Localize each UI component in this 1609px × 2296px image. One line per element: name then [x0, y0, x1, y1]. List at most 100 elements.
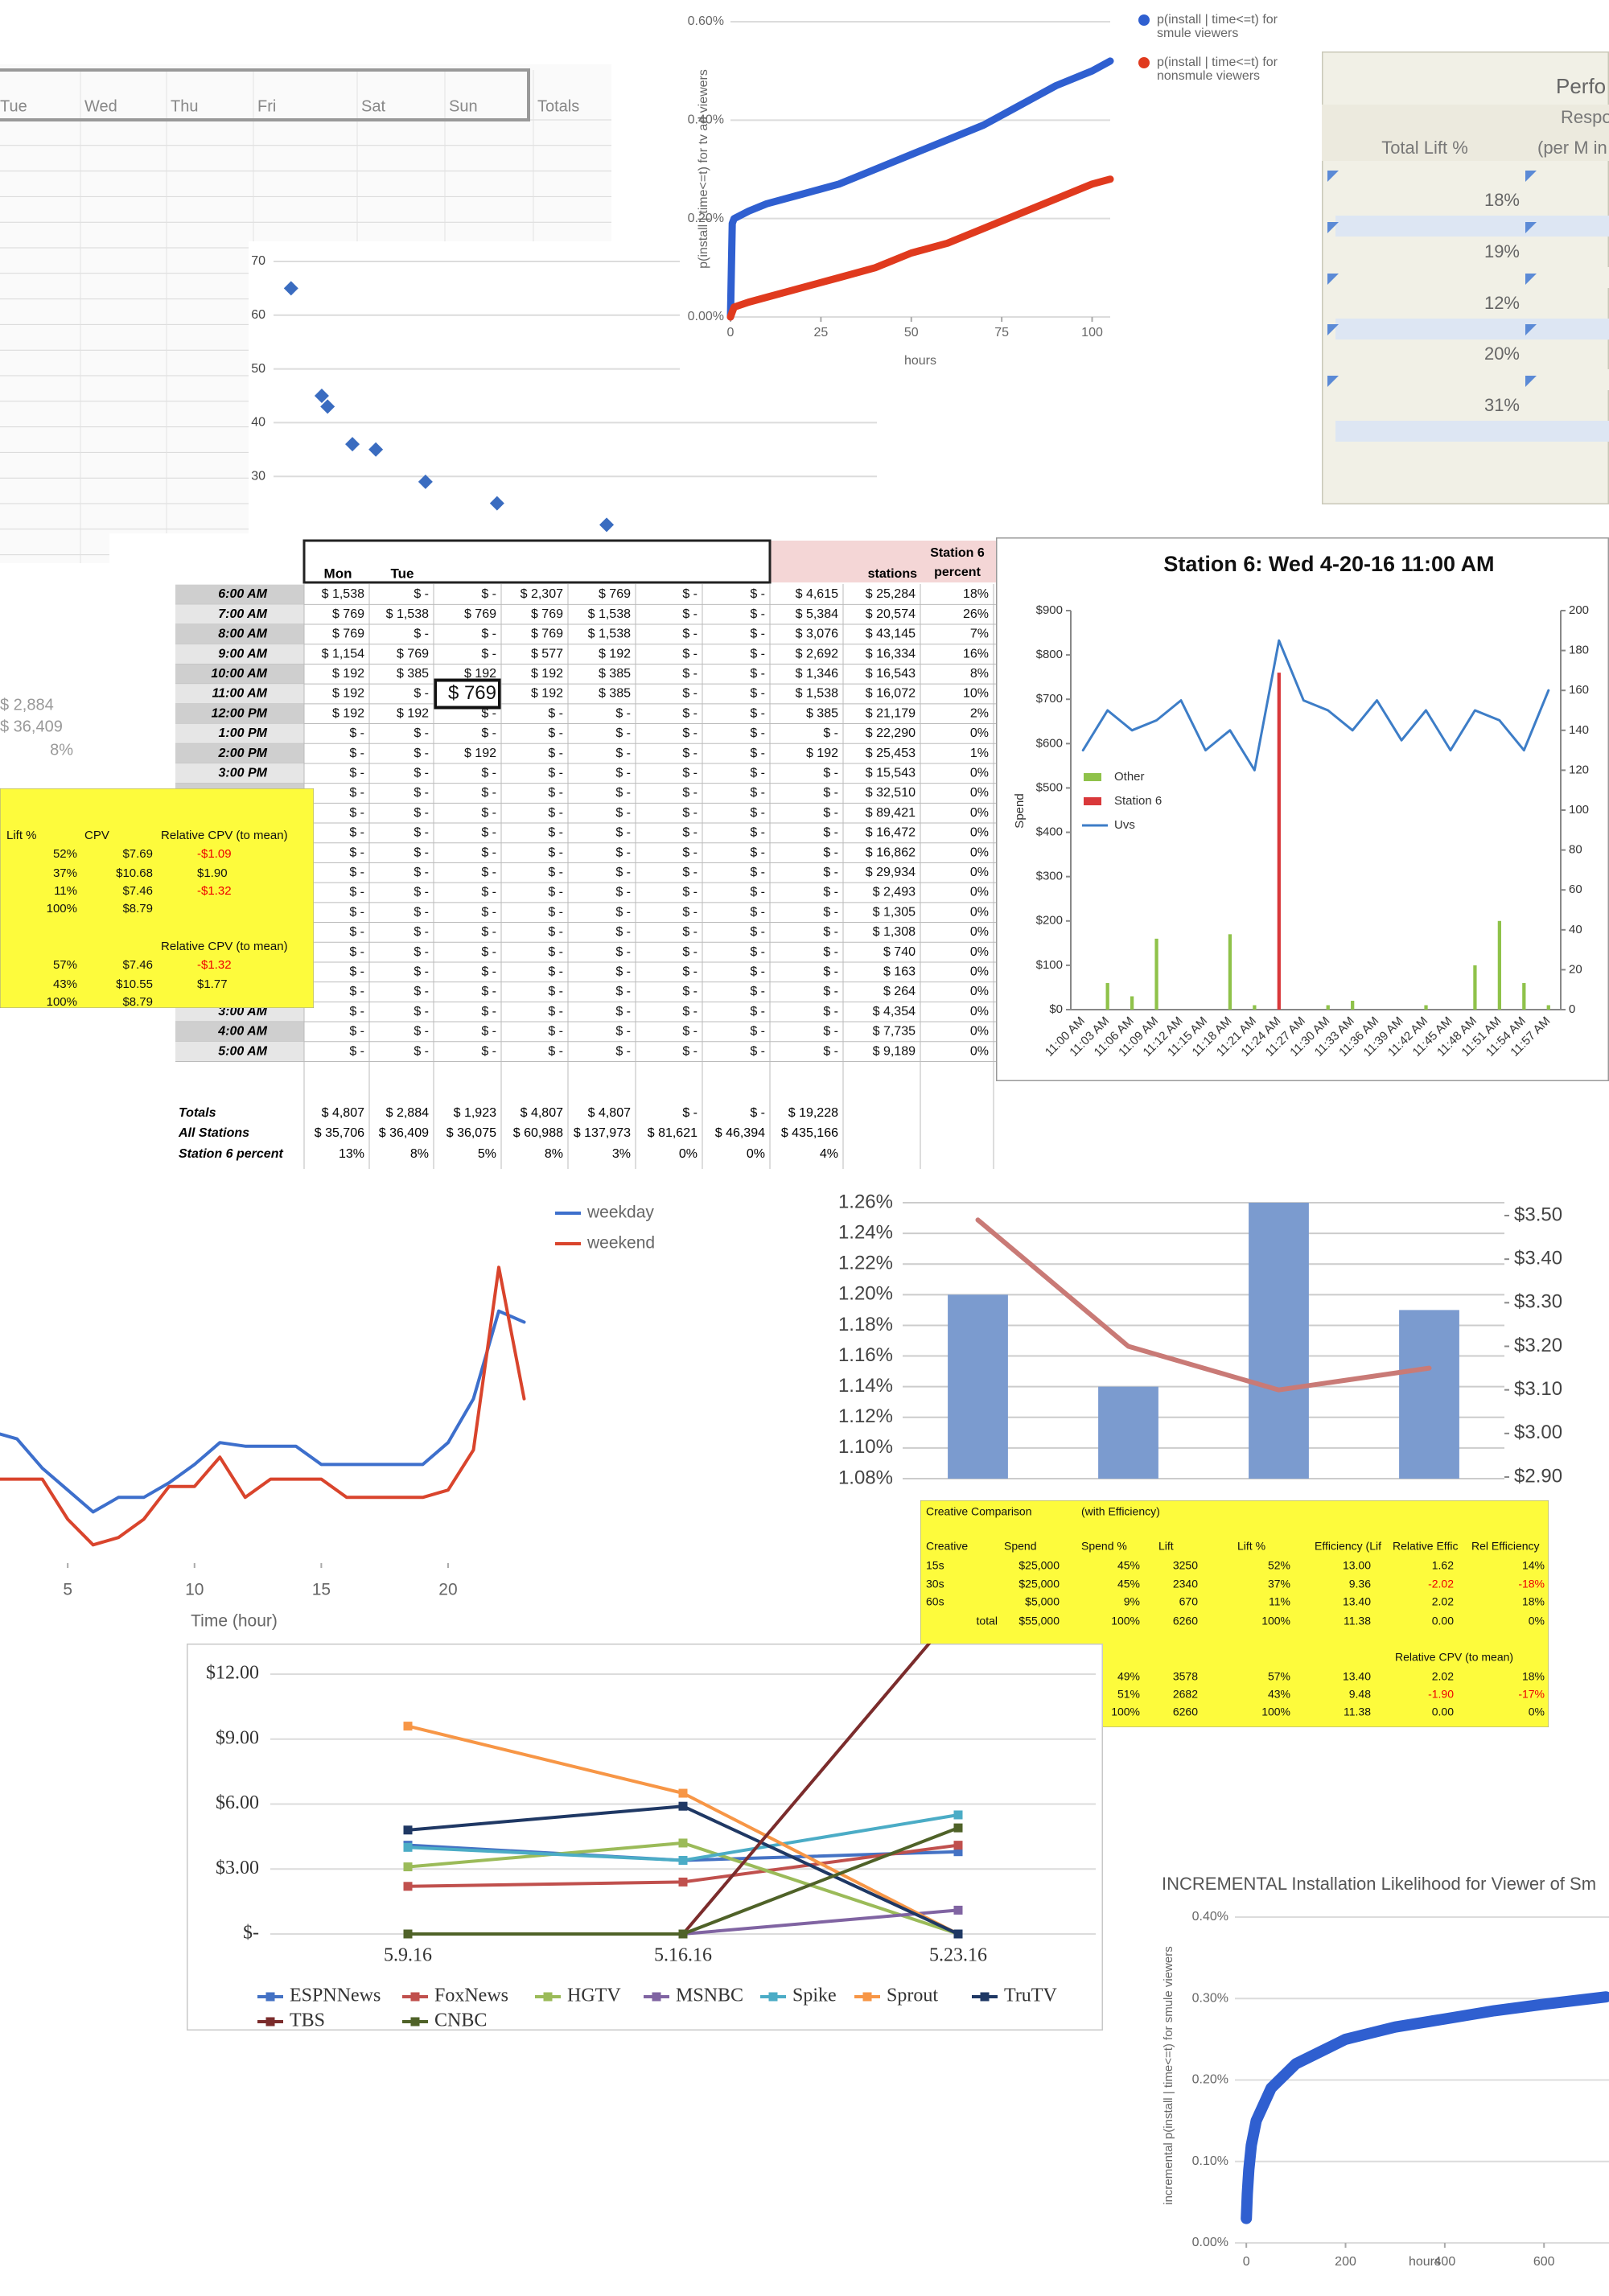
sheet-cell: $ - [414, 747, 429, 760]
lift-value: 31% [1484, 395, 1520, 415]
y-tick-label: 1.24% [838, 1221, 893, 1243]
sheet-cell: 0% [970, 767, 989, 780]
sheet-cell: $ - [823, 866, 838, 879]
sheet-cell: $ - [414, 587, 429, 601]
row-flag [1327, 222, 1339, 233]
sheet-cell: $ - [481, 1005, 496, 1018]
time-label: 8:00 AM [218, 627, 267, 641]
sheet-cell: 26% [963, 607, 989, 621]
x-tick-label: 200 [1335, 2255, 1356, 2269]
sheet-cell: $ - [823, 905, 838, 919]
sheet-cell: $ - [750, 826, 765, 840]
sheet-cell: $ - [750, 667, 765, 681]
y-tick-label: 0.40% [1192, 1910, 1228, 1924]
totals-cell: $ 19,228 [788, 1106, 838, 1120]
bar [1277, 673, 1281, 1010]
sheet-cell: 2% [970, 706, 989, 720]
y-tick-label: 0.20% [1192, 2073, 1228, 2087]
sheet-cell: $ - [481, 786, 496, 800]
sheet-cell: $ - [548, 806, 563, 820]
y-axis-label: incremental p(install | time<=t) for smu… [1162, 1946, 1175, 2205]
header-shade [770, 541, 998, 582]
sheet-cell: $ - [750, 726, 765, 740]
table-cell: 0% [1529, 1706, 1545, 1718]
y-tick-label: 1.26% [838, 1191, 893, 1212]
bar [1424, 1005, 1428, 1010]
row-flag [1525, 324, 1537, 335]
table-header: Relative CPV (to mean) [1395, 1651, 1513, 1664]
sheet-cell: $ - [823, 786, 838, 800]
time-label: 12:00 PM [212, 706, 268, 720]
sheet-cell: $ - [750, 767, 765, 780]
sheet-cell: $ 32,510 [866, 786, 916, 800]
totals-cell: 13% [339, 1147, 364, 1161]
x-axis-label: hours [1409, 2255, 1441, 2269]
sheet-cell: $ - [615, 1005, 631, 1018]
sheet-cell: $ - [615, 806, 631, 820]
sheet-cell: $ - [750, 886, 765, 899]
sheet-cell: $ - [750, 1005, 765, 1018]
totals-cell: $ 36,409 [379, 1126, 429, 1140]
sheet-cell: $ - [682, 806, 698, 820]
bar [1228, 934, 1232, 1010]
table-cell: $10.68 [116, 866, 153, 880]
sheet-cell: $ - [750, 1044, 765, 1058]
y-tick-label: $400 [1036, 825, 1063, 839]
legend-label: Sprout [887, 1985, 938, 2006]
sheet-cell: $ - [481, 627, 496, 641]
sheet-cell: $ - [548, 767, 563, 780]
totals-cell: 8% [545, 1147, 563, 1161]
table-cell: 49% [1117, 1670, 1140, 1683]
sheet-cell: $ 740 [883, 945, 916, 959]
sheet-cell: $ - [823, 945, 838, 959]
row-flag [1525, 376, 1537, 387]
sheet-cell: $ - [481, 826, 496, 840]
y2-tick-label: $2.90 [1514, 1465, 1562, 1487]
totals-cell: $ 81,621 [648, 1126, 698, 1140]
sheet-cell: $ - [414, 846, 429, 859]
sheet-cell: $ - [682, 886, 698, 899]
sheet-cell: $ - [682, 866, 698, 879]
series-line [1081, 639, 1550, 772]
y-tick-label: 0.00% [688, 310, 724, 323]
row-band [1335, 267, 1609, 288]
table-cell: 100% [47, 995, 77, 1009]
table-cell: $10.55 [116, 977, 153, 991]
sheet-cell: $ - [615, 706, 631, 720]
sheet-cell: $ - [682, 687, 698, 701]
sheet-cell: $ - [682, 767, 698, 780]
legend-label: Station 6 [1114, 794, 1162, 808]
time-cell [175, 1022, 304, 1042]
sheet-cell: $ - [414, 1044, 429, 1058]
sheet-cell: $ - [481, 726, 496, 740]
bar [1351, 1000, 1355, 1010]
sheet-cell: $ - [349, 866, 364, 879]
table-cell: 13.40 [1343, 1595, 1371, 1608]
sheet-cell: $ - [750, 747, 765, 760]
table-cell: 43% [1268, 1688, 1290, 1701]
sheet-cell: $ - [349, 886, 364, 899]
chart: $- $3.00 $6.00 $9.00 $12.00 5.9.16 5.16.16 5.23… [187, 1644, 1103, 2031]
totals-cell: 3% [612, 1147, 631, 1161]
table-cell: 13.00 [1343, 1559, 1371, 1572]
series-line [0, 1265, 526, 1547]
lift-value: 20% [1484, 344, 1520, 364]
sheet-cell: $ - [750, 985, 765, 998]
sheet-cell: $ - [548, 747, 563, 760]
scatter-point [489, 496, 504, 511]
point-marker [403, 1882, 413, 1891]
table-cell: 11.38 [1344, 1706, 1371, 1718]
time-cell [175, 723, 304, 744]
sheet-cell: $ - [750, 627, 765, 641]
lift-panel: Perfo Respo (per M in Total Lift % 18% 19% 12%… [1322, 51, 1609, 504]
table-cell: 60s [926, 1595, 944, 1608]
sheet-cell: 7% [970, 627, 989, 641]
sheet-cell: 0% [970, 945, 989, 959]
legend-label: MSNBC [676, 1985, 743, 2006]
sheet-cell: $ - [682, 1044, 698, 1058]
column-header: Tue [391, 566, 414, 581]
sheet-cell: $ - [548, 925, 563, 939]
y-tick-label: 1.12% [838, 1405, 893, 1427]
scatter-point [418, 474, 433, 489]
